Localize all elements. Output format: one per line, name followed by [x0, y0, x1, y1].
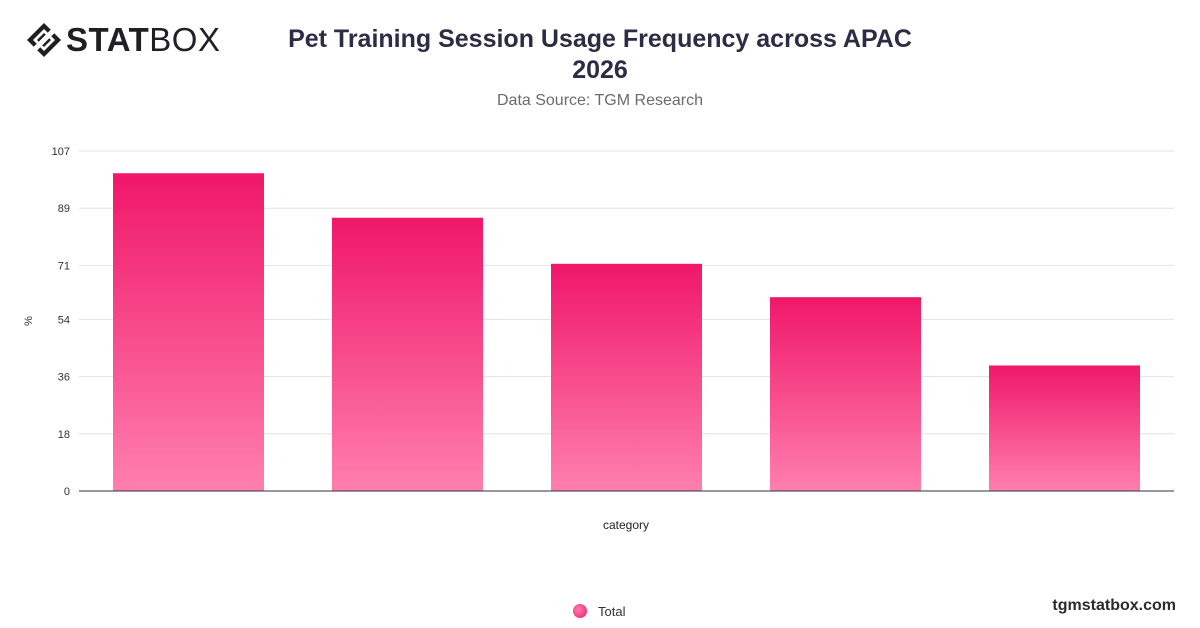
diamond-logo-icon — [27, 23, 61, 57]
x-axis-label: category — [603, 518, 649, 532]
y-tick-label: 0 — [64, 486, 70, 498]
bar-2[interactable] — [332, 217, 483, 491]
bar-3[interactable] — [551, 263, 702, 491]
chart-title: Pet Training Session Usage Frequency acr… — [0, 24, 1200, 86]
y-tick-label: 71 — [58, 260, 70, 272]
bar-1[interactable] — [113, 173, 264, 492]
y-tick-label: 54 — [58, 314, 70, 326]
y-tick-label: 107 — [52, 146, 70, 158]
y-tick-label: 18 — [58, 429, 70, 441]
y-tick-label: 36 — [58, 372, 70, 384]
brand-name-bold: STAT — [66, 21, 150, 58]
chart-title-line2: 2026 — [572, 56, 628, 84]
brand-name-light: BOX — [149, 21, 221, 58]
site-url: tgmstatbox.com — [1052, 597, 1176, 614]
legend[interactable]: Total — [573, 602, 625, 620]
chart-subtitle: Data Source: TGM Research — [496, 92, 703, 109]
legend-swatch-icon — [573, 604, 587, 618]
bar-4[interactable] — [770, 297, 921, 491]
brand-wordmark: STATBOX — [66, 22, 220, 58]
chart-title-line1: Pet Training Session Usage Frequency acr… — [288, 25, 912, 53]
y-axis-label: % — [23, 316, 35, 326]
y-tick-labels: 0 18 36 54 71 89 107 — [52, 146, 70, 498]
brand-logo: STATBOX — [26, 22, 220, 58]
legend-label-total: Total — [598, 603, 626, 619]
y-tick-label: 89 — [58, 203, 70, 215]
bars — [113, 173, 1140, 492]
bar-5[interactable] — [989, 365, 1140, 491]
